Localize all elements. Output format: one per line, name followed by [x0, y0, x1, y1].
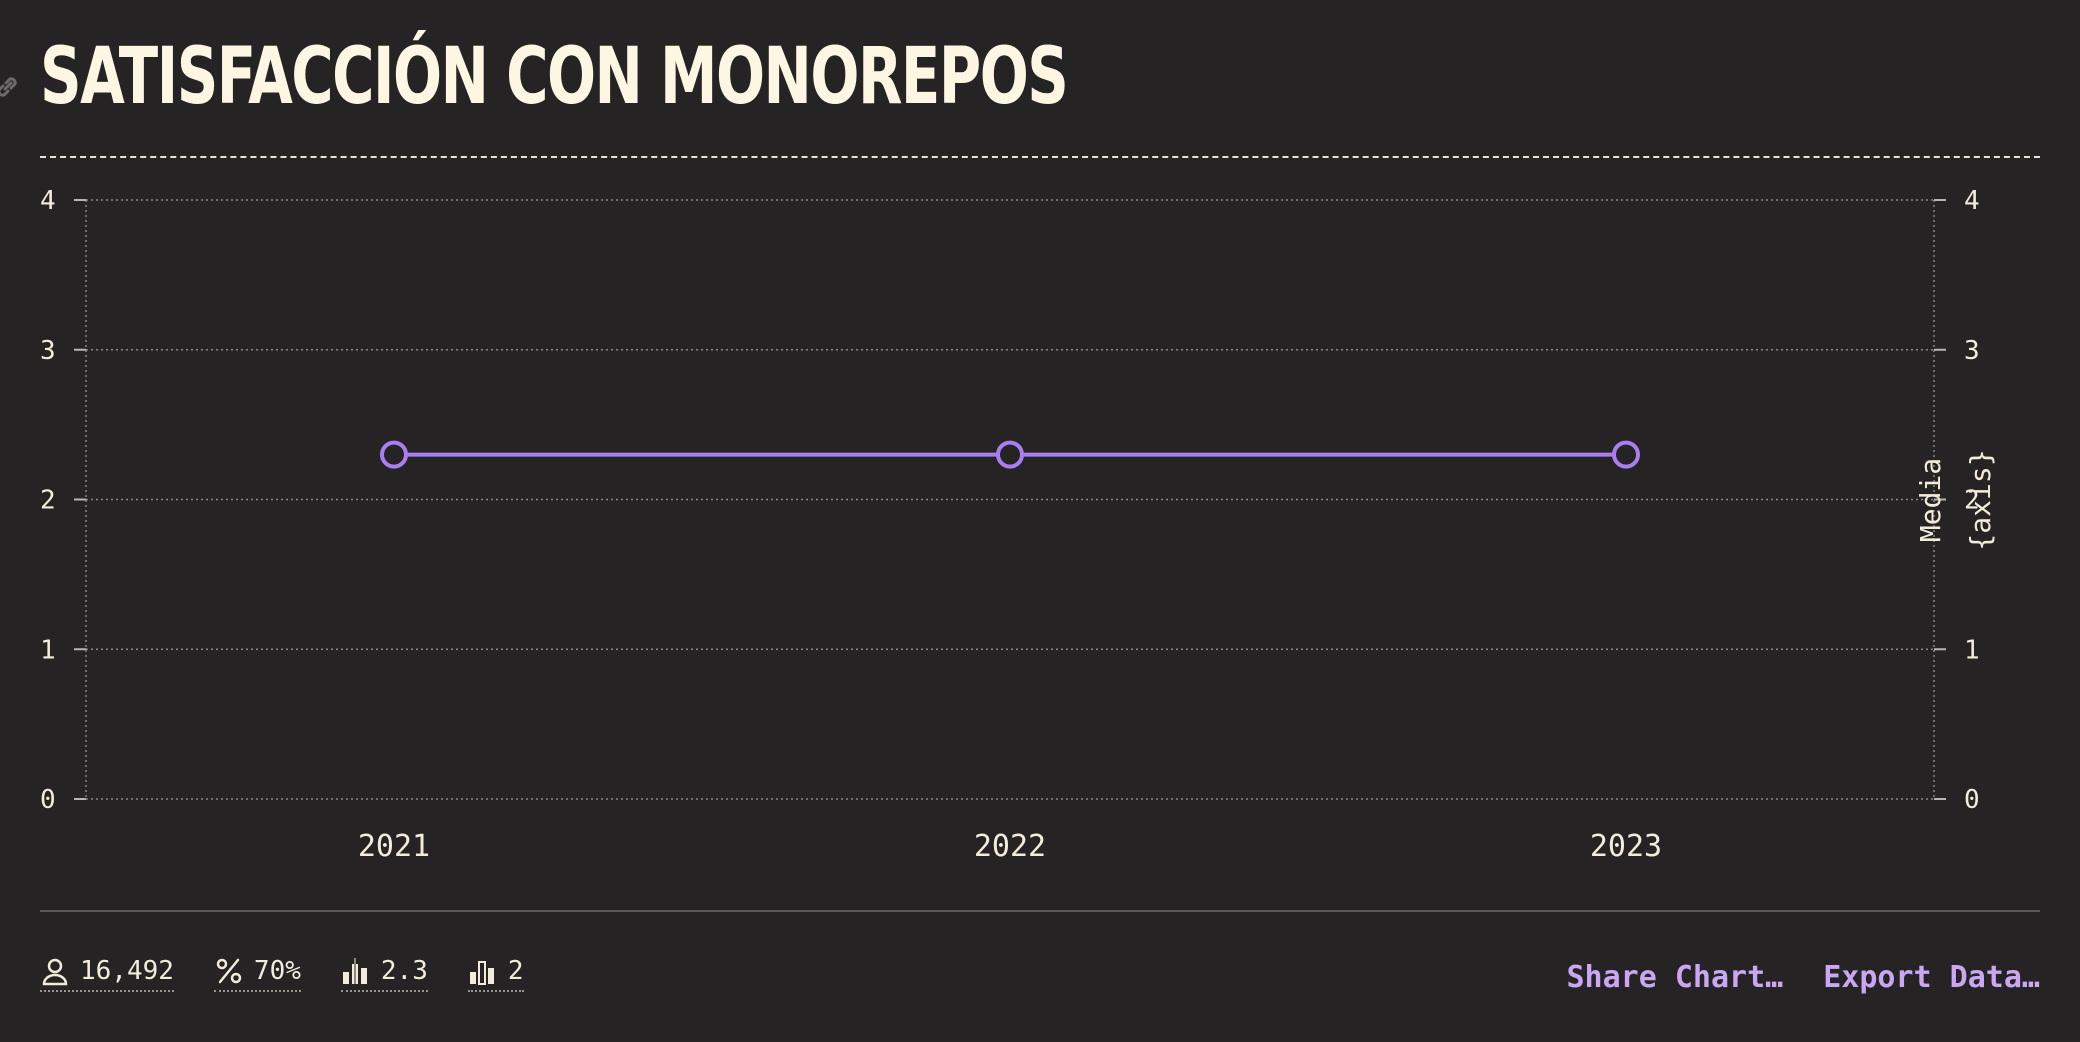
person-icon	[42, 958, 68, 986]
line-chart: 0 0 1 1 2 2 3 3 4 4 2021 2022 2023 Media {axis}	[40, 186, 1997, 864]
data-point	[996, 440, 1024, 469]
percent-icon	[216, 958, 242, 984]
y-axis-tick-label: 3	[40, 336, 56, 366]
stat-percentage[interactable]: 70%	[213, 956, 301, 992]
stat-value: 70%	[253, 956, 301, 986]
y2-axis-label-overlay: {axis}	[1964, 449, 1997, 550]
x-axis-tick-label: 2022	[974, 829, 1046, 864]
y2-axis-tick-label: 2	[1964, 486, 1980, 516]
stat-value: 2	[507, 956, 524, 986]
footer-divider	[40, 910, 2040, 912]
y-axis-tick-label: 1	[40, 635, 56, 665]
stat-value: 2.3	[380, 956, 428, 986]
data-point	[380, 440, 408, 469]
stat-median[interactable]: 2	[467, 956, 524, 992]
chart-title: SATISFACCIÓN CON MONOREPOS	[40, 32, 1069, 122]
y2-axis-tick-label: 0	[1964, 785, 1980, 815]
y-axis-tick-label: 0	[40, 785, 56, 815]
share-chart-button[interactable]: Share Chart…	[1566, 960, 1784, 995]
stat-respondents[interactable]: 16,492	[40, 956, 174, 992]
y-axis-tick-label: 4	[40, 186, 56, 216]
x-axis-tick-label: 2021	[358, 829, 430, 864]
link-icon[interactable]	[0, 72, 22, 102]
bar-count-icon	[469, 961, 494, 985]
stats-bar: 16,492 70% 2.3	[40, 956, 524, 992]
y2-axis-tick-label: 4	[1964, 186, 1980, 216]
stat-average[interactable]: 2.3	[340, 956, 428, 992]
y2-axis-tick-label: 3	[1964, 336, 1980, 366]
x-axis-tick-label: 2023	[1590, 829, 1662, 864]
y2-axis-tick-label: 1	[1964, 635, 1980, 665]
chart-actions: Share Chart… Export Data…	[1567, 960, 2041, 995]
y2-axis-label: Media	[1914, 458, 1947, 542]
bar-average-icon	[342, 958, 367, 984]
stat-value: 16,492	[80, 956, 174, 986]
title-divider	[40, 156, 2040, 158]
data-point	[1612, 440, 1640, 469]
export-data-button[interactable]: Export Data…	[1823, 960, 2040, 995]
y-axis-tick-label: 2	[40, 486, 56, 516]
